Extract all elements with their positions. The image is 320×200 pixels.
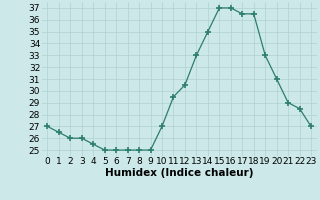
X-axis label: Humidex (Indice chaleur): Humidex (Indice chaleur) — [105, 168, 253, 178]
